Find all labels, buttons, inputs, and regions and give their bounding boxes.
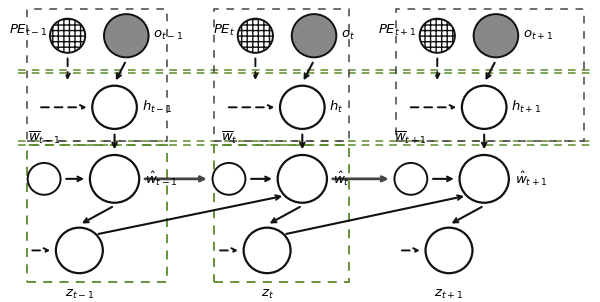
Text: $h_t$: $h_t$ — [329, 99, 344, 115]
Text: $\overline{w}_{t-1}$: $\overline{w}_{t-1}$ — [28, 129, 61, 146]
Ellipse shape — [50, 19, 85, 53]
Text: $\overline{w}_t$: $\overline{w}_t$ — [221, 129, 238, 146]
Ellipse shape — [292, 14, 337, 57]
Text: $\hat{w}_{t+1}$: $\hat{w}_{t+1}$ — [515, 170, 548, 188]
Bar — [214, 145, 349, 282]
Text: $\overline{w}_{t+1}$: $\overline{w}_{t+1}$ — [394, 129, 427, 146]
Ellipse shape — [28, 163, 61, 195]
Ellipse shape — [419, 19, 455, 53]
Text: $z_{t-1}$: $z_{t-1}$ — [65, 288, 94, 300]
Text: $h_{t+1}$: $h_{t+1}$ — [511, 99, 542, 115]
Text: $\hat{w}_t$: $\hat{w}_t$ — [333, 170, 350, 188]
Ellipse shape — [473, 14, 518, 57]
Text: $o_{t+1}$: $o_{t+1}$ — [523, 29, 553, 42]
Text: $z_t$: $z_t$ — [260, 288, 274, 300]
Ellipse shape — [90, 155, 139, 203]
Text: $PE_{t-1}$: $PE_{t-1}$ — [8, 23, 47, 38]
Text: $h_{t-1}$: $h_{t-1}$ — [142, 99, 172, 115]
Ellipse shape — [462, 86, 506, 129]
Ellipse shape — [244, 228, 290, 273]
Ellipse shape — [280, 86, 325, 129]
Ellipse shape — [425, 228, 472, 273]
Ellipse shape — [92, 86, 137, 129]
Bar — [26, 145, 167, 282]
Ellipse shape — [238, 19, 273, 53]
Ellipse shape — [278, 155, 327, 203]
Text: $o_{t-1}$: $o_{t-1}$ — [153, 29, 184, 42]
Ellipse shape — [56, 228, 103, 273]
Bar — [214, 8, 349, 141]
Text: $PE_{t+1}$: $PE_{t+1}$ — [379, 23, 417, 38]
Ellipse shape — [104, 14, 149, 57]
Text: $z_{t+1}$: $z_{t+1}$ — [434, 288, 464, 300]
Ellipse shape — [212, 163, 245, 195]
Ellipse shape — [394, 163, 427, 195]
Bar — [396, 8, 584, 141]
Text: $\hat{w}_{t-1}$: $\hat{w}_{t-1}$ — [145, 170, 178, 188]
Bar — [26, 8, 167, 141]
Text: $PE_t$: $PE_t$ — [212, 23, 235, 38]
Ellipse shape — [460, 155, 509, 203]
Text: $o_t$: $o_t$ — [341, 29, 355, 42]
